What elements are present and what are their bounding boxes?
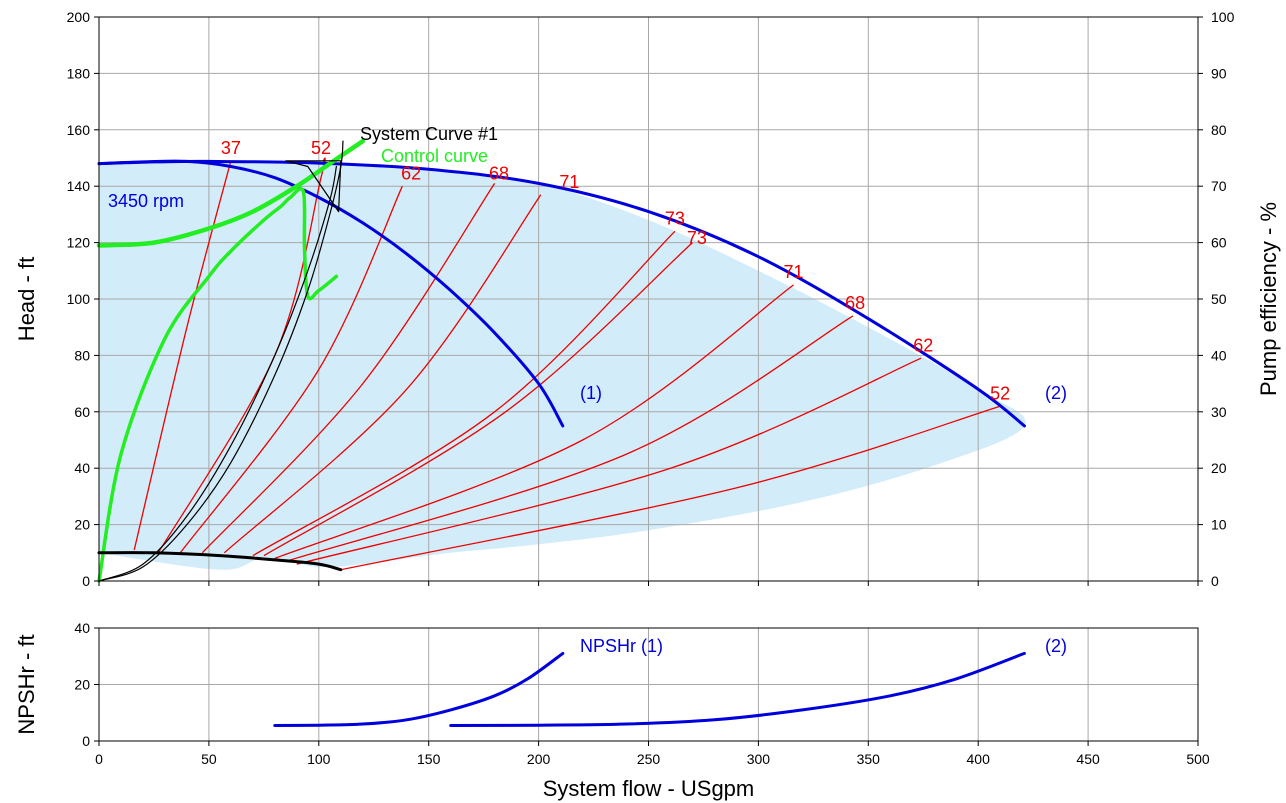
- control-series-control-curve: [97, 187, 339, 583]
- x-tick-label: 500: [1186, 751, 1210, 767]
- annotation-control-curve: Control curve: [381, 146, 488, 166]
- y2-tick-label: 20: [1211, 460, 1227, 476]
- efficiency-label-62: 62: [913, 335, 933, 355]
- x-tick-label: 50: [201, 751, 217, 767]
- efficiency-curve-62: [179, 185, 403, 554]
- npshr-axis-title: NPSHr - ft: [14, 634, 39, 734]
- efficiency-label-68: 68: [489, 163, 509, 183]
- efficiency-curve-62: [296, 357, 922, 565]
- system_thick-series-shutoff-line: [97, 551, 343, 572]
- npshr2-label: (2): [1045, 636, 1067, 656]
- npsh-y-tick-label: 20: [74, 677, 90, 693]
- efficiency-label-62: 62: [401, 163, 421, 183]
- y-tick-label: 120: [67, 235, 91, 251]
- x-tick-label: 100: [307, 751, 331, 767]
- npsh-y-tick-label: 0: [82, 733, 90, 749]
- pump-series-pump-2-: [97, 159, 1026, 428]
- y-tick-label: 80: [74, 347, 90, 363]
- efficiency-label-52: 52: [990, 383, 1010, 403]
- efficiency-label-71: 71: [784, 262, 804, 282]
- efficiency-curve-52: [340, 405, 1001, 571]
- y2-tick-label: 0: [1211, 573, 1219, 589]
- y2-tick-label: 30: [1211, 404, 1227, 420]
- y-tick-label: 60: [74, 404, 90, 420]
- x-tick-label: 300: [747, 751, 771, 767]
- x-tick-label: 150: [417, 751, 441, 767]
- npshr-curve-1: [273, 651, 565, 727]
- efficiency-label-68: 68: [845, 293, 865, 313]
- x-tick-label: 0: [95, 751, 103, 767]
- y-tick-label: 0: [82, 573, 90, 589]
- flow-axis-title: System flow - USgpm: [543, 776, 755, 801]
- y2-tick-label: 10: [1211, 517, 1227, 533]
- system-series-system-curve-1-inner-: [98, 165, 337, 582]
- main-ticks: 0 20 40 60 80 100 120 140 160 180 200 0 10 20 30 40 50 60…: [67, 9, 1235, 589]
- y2-tick-label: 40: [1211, 347, 1227, 363]
- npshr1-label: NPSHr (1): [580, 636, 663, 656]
- y2-tick-label: 50: [1211, 291, 1227, 307]
- y2-tick-label: 90: [1211, 65, 1227, 81]
- efficiency-curve-71: [223, 194, 542, 554]
- x-tick-label: 350: [857, 751, 881, 767]
- efficiency-label-71: 71: [559, 172, 579, 192]
- efficiency-curve-73: [252, 230, 676, 557]
- y2-tick-label: 60: [1211, 235, 1227, 251]
- npsh-series-layer: NPSHr (1) (2): [273, 636, 1067, 727]
- y-tick-label: 200: [67, 9, 91, 25]
- efficiency-curve-71: [274, 284, 794, 560]
- y-tick-label: 40: [74, 460, 90, 476]
- efficiency-curve-73: [263, 242, 693, 557]
- x-tick-label: 400: [967, 751, 991, 767]
- efficiency-curve-37: [133, 160, 232, 551]
- series-layer: [96, 138, 1026, 583]
- y-tick-label: 140: [67, 178, 91, 194]
- efficiency-curve-68: [201, 183, 496, 554]
- y-tick-label: 20: [74, 517, 90, 533]
- efficiency-curve-68: [285, 315, 854, 562]
- efficiency-label-73: 73: [687, 228, 707, 248]
- y2-tick-label: 80: [1211, 122, 1227, 138]
- control_thick-series-control-curve-upper-branch: [96, 138, 366, 248]
- annotation-pump2-tag: (2): [1045, 383, 1067, 403]
- x-tick-label: 250: [637, 751, 661, 767]
- system-series-operating-bracket: [285, 160, 342, 213]
- npsh-y-tick-label: 40: [74, 620, 90, 636]
- annotation-system-curve: System Curve #1: [360, 124, 498, 144]
- y2-tick-label: 70: [1211, 178, 1227, 194]
- x-tick-label: 450: [1076, 751, 1100, 767]
- y-tick-label: 100: [67, 291, 91, 307]
- efficiency-label-73: 73: [665, 209, 685, 229]
- y-tick-label: 160: [67, 122, 91, 138]
- y-tick-label: 180: [67, 65, 91, 81]
- head-axis-title: Head - ft: [14, 257, 39, 341]
- x-tick-label: 200: [527, 751, 551, 767]
- annotation-speed: 3450 rpm: [108, 191, 184, 211]
- npshr-curve-2: [449, 651, 1026, 727]
- efficiency-axis-title: Pump efficiency - %: [1256, 202, 1281, 396]
- annotation-pump1-tag: (1): [580, 383, 602, 403]
- efficiency-label-37: 37: [221, 138, 241, 158]
- efficiency-label-52: 52: [311, 138, 331, 158]
- y2-tick-label: 100: [1211, 9, 1235, 25]
- npsh-grid: [99, 628, 1198, 741]
